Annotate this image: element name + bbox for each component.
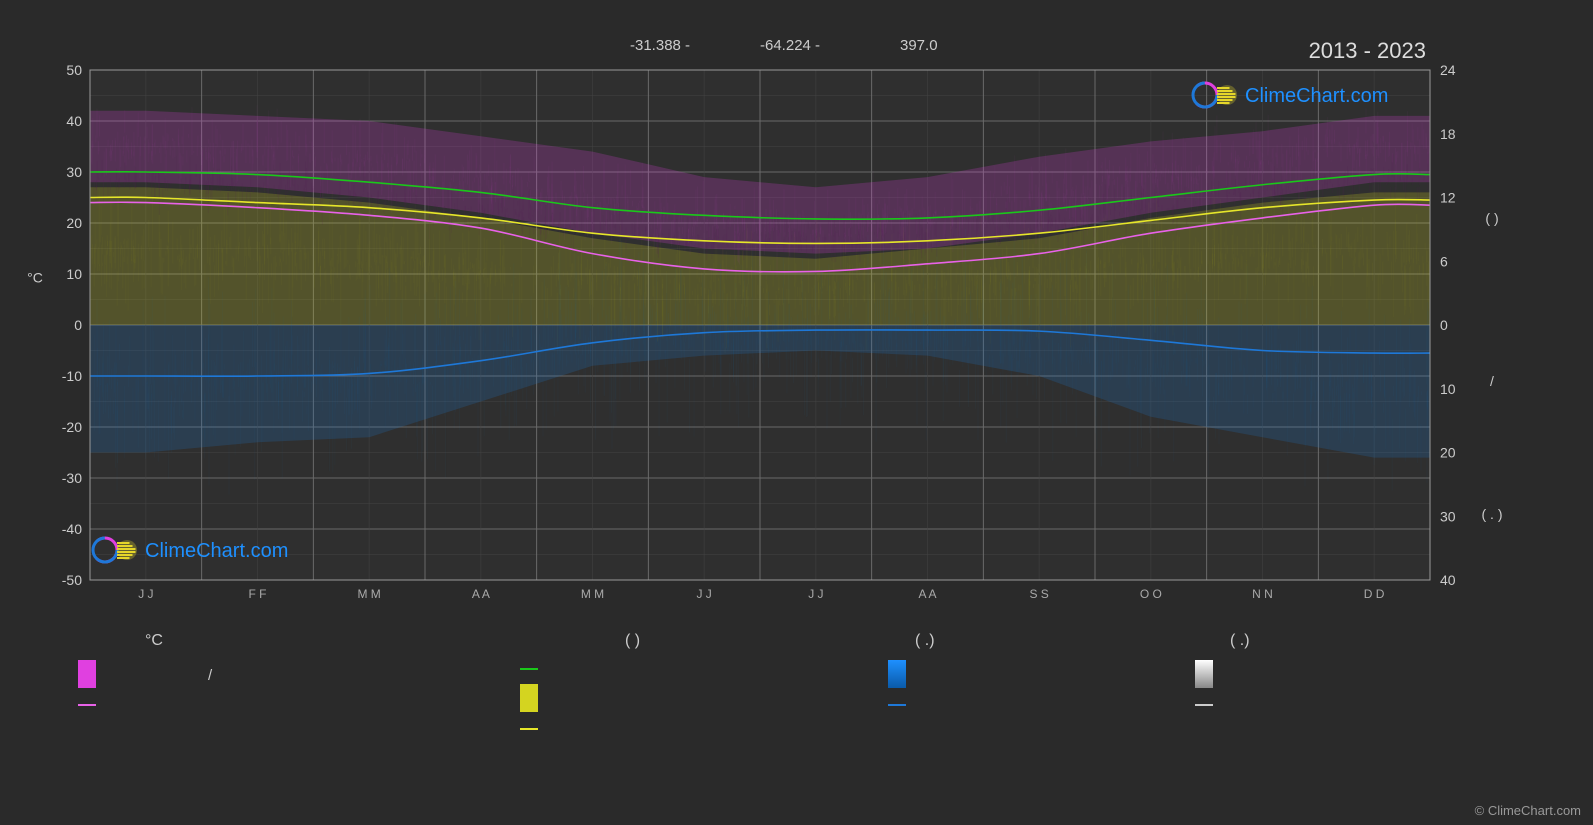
legend-swatch-line	[520, 728, 538, 730]
ytick-left: -50	[62, 572, 82, 588]
xtick-month: J J	[696, 587, 711, 601]
legend-swatch-line	[520, 668, 538, 670]
legend-swatch-line	[888, 704, 906, 706]
legend-swatch-bar	[78, 660, 96, 688]
climechart-logo: ClimeChart.com	[1193, 83, 1388, 107]
legend-header: ( .)	[1230, 632, 1250, 649]
xtick-month: D D	[1364, 587, 1385, 601]
ytick-left: -30	[62, 470, 82, 486]
xtick-month: A A	[472, 587, 490, 601]
ytick-left: 0	[74, 317, 82, 333]
header-lat: -31.388 -	[630, 37, 690, 54]
legend-label: /	[208, 667, 213, 684]
legend-swatch-line	[1195, 704, 1213, 706]
legend-header: °C	[145, 632, 163, 649]
climechart-logo: ClimeChart.com	[93, 538, 288, 562]
ytick-right-bot: 40	[1440, 572, 1456, 588]
footer-credit: © ClimeChart.com	[1475, 803, 1581, 818]
legend-swatch-line	[78, 704, 96, 706]
ytick-left: 40	[66, 113, 82, 129]
xtick-month: F F	[249, 587, 267, 601]
ytick-right-top: 0	[1440, 317, 1448, 333]
xtick-month: M M	[581, 587, 604, 601]
xtick-month: S S	[1029, 587, 1048, 601]
header-years: 2013 - 2023	[1309, 38, 1426, 63]
xtick-month: N N	[1252, 587, 1273, 601]
legend-header: ( )	[625, 632, 640, 649]
ytick-right-top: 6	[1440, 253, 1448, 269]
ytick-left: 20	[66, 215, 82, 231]
xtick-month: J J	[808, 587, 823, 601]
ytick-right-top: 18	[1440, 126, 1456, 142]
ytick-right-bot: 10	[1440, 381, 1456, 397]
ytick-right-top: 12	[1440, 190, 1456, 206]
ytick-right-bot: 20	[1440, 445, 1456, 461]
ytick-left: 10	[66, 266, 82, 282]
ytick-left: -10	[62, 368, 82, 384]
climate-chart: 50 40 30 20 10 0 -10 -20 -30 -40 -50 °C 24 18 12 6 0 10 20…	[0, 0, 1593, 825]
xtick-month: J J	[138, 587, 153, 601]
ytick-right-bot: 30	[1440, 508, 1456, 524]
ytick-left: 50	[66, 62, 82, 78]
legend-swatch-bar	[888, 660, 906, 688]
yaxis-left-label: °C	[27, 270, 43, 286]
xtick-month: M M	[357, 587, 380, 601]
right-unit-mid: /	[1490, 373, 1494, 389]
svg-text:ClimeChart.com: ClimeChart.com	[145, 540, 288, 562]
chart-svg: 50 40 30 20 10 0 -10 -20 -30 -40 -50 °C 24 18 12 6 0 10 20…	[0, 0, 1593, 825]
legend-swatch-bar	[1195, 660, 1213, 688]
right-unit-upper: ( )	[1485, 210, 1498, 226]
right-unit-lower: ( . )	[1482, 506, 1503, 522]
ytick-left: -40	[62, 521, 82, 537]
legend-swatch-bar	[520, 684, 538, 712]
legend-header: ( .)	[915, 632, 935, 649]
xtick-month: A A	[918, 587, 936, 601]
header-lon: -64.224 -	[760, 37, 820, 54]
svg-text:ClimeChart.com: ClimeChart.com	[1245, 85, 1388, 107]
ytick-left: 30	[66, 164, 82, 180]
header-elev: 397.0	[900, 37, 938, 54]
ytick-right-top: 24	[1440, 62, 1456, 78]
ytick-left: -20	[62, 419, 82, 435]
xtick-month: O O	[1140, 587, 1162, 601]
